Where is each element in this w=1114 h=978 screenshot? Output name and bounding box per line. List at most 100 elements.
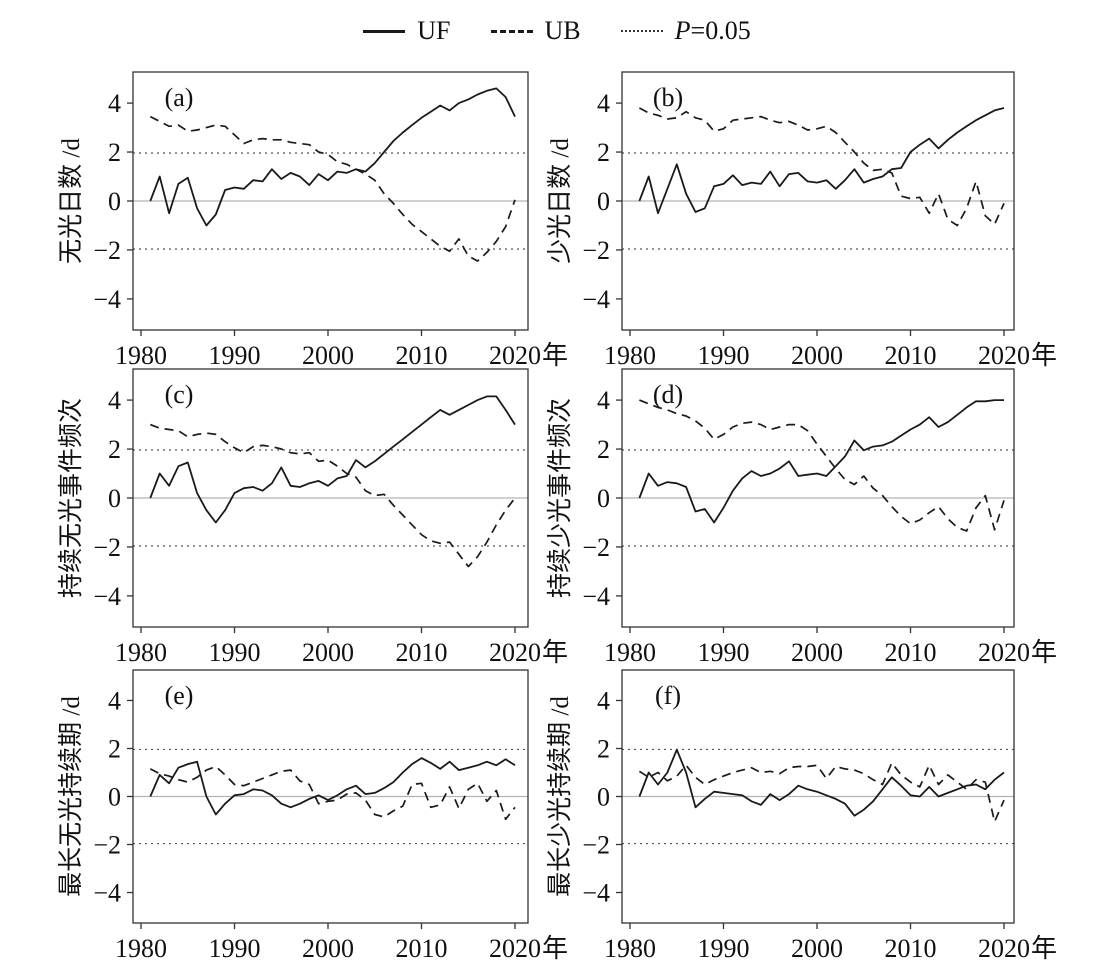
x-tick-label: 1980	[604, 341, 656, 370]
panel-letter: (a)	[165, 83, 194, 112]
y-tick-label: −4	[582, 582, 610, 611]
panel-c: −4 −2 0 2 4 1980 1990 2000 2010 2020 年 (c) 持续无光事件频次	[57, 368, 568, 667]
y-tick-label: −4	[93, 582, 121, 611]
panel-e: −4 −2 0 2 4 1980 1990 2000 2010 2020 年 (e) 最长无光持续期 /…	[57, 669, 568, 963]
x-tick-label: 2000	[791, 934, 843, 963]
x-tick-label: 1990	[698, 934, 750, 963]
y-tick-label: 0	[597, 484, 610, 513]
x-tick-label: 1990	[209, 341, 261, 370]
y-tick-label: 0	[108, 484, 121, 513]
y-tick-label: −2	[93, 831, 121, 860]
x-tick-label: 1980	[115, 341, 167, 370]
y-tick-label: 2	[597, 138, 610, 167]
y-tick-label: 4	[108, 686, 121, 715]
legend-label-ub: UB	[544, 16, 581, 45]
x-tick-label: 1990	[698, 341, 750, 370]
ub-line	[639, 399, 1005, 532]
x-tick-label: 2010	[396, 638, 448, 667]
panel-d: −4 −2 0 2 4 1980 1990 2000 2010 2020 年 (d) 持续少光事件频次	[546, 368, 1057, 667]
x-tick-label: 2010	[885, 638, 937, 667]
y-tick-label: 4	[108, 89, 121, 118]
y-axis-label: 最长少光持续期 /d	[546, 696, 574, 897]
x-tick-label: 1990	[698, 638, 750, 667]
panel-f: −4 −2 0 2 4 1980 1990 2000 2010 2020 年 (f) 最长少光持续期 /…	[546, 669, 1057, 963]
y-tick-label: 2	[108, 734, 121, 763]
x-tick-label: 1980	[115, 638, 167, 667]
x-axis-unit-label: 年	[542, 638, 568, 667]
y-tick-label: −4	[93, 285, 121, 314]
y-tick-label: 0	[108, 783, 121, 812]
panel-b: −4 −2 0 2 4 1980 1990 2000 2010 2020 年 (b) 少光日数 /d	[546, 71, 1057, 370]
x-tick-label: 2000	[302, 638, 354, 667]
ub-line	[149, 765, 516, 821]
legend-item-ub: UB	[490, 16, 581, 46]
panel-letter: (e)	[165, 681, 194, 710]
x-tick-label: 2000	[302, 341, 354, 370]
panel-a: −4 −2 0 2 4 1980 1990 2000 2010 2020 年 (a) 无光日数 /d	[57, 71, 568, 370]
uf-line	[149, 87, 516, 227]
x-axis-unit-label: 年	[1031, 934, 1057, 963]
panel-letter: (f)	[655, 681, 681, 710]
y-tick-label: 4	[597, 386, 610, 415]
x-tick-label: 2020	[489, 341, 541, 370]
y-axis-label: 持续少光事件频次	[546, 398, 574, 598]
p005-dotted-line-icon	[620, 30, 663, 32]
x-tick-label: 2020	[978, 638, 1030, 667]
uf-solid-line-icon	[363, 29, 406, 33]
y-tick-label: 4	[597, 686, 610, 715]
y-axis-label: 少光日数 /d	[546, 138, 574, 264]
x-axis-unit-label: 年	[542, 934, 568, 963]
x-tick-label: 2010	[396, 341, 448, 370]
uf-line	[638, 107, 1005, 215]
x-tick-label: 2020	[489, 638, 541, 667]
y-tick-label: 2	[108, 138, 121, 167]
y-tick-label: 0	[597, 783, 610, 812]
x-tick-label: 1980	[604, 934, 656, 963]
x-tick-label: 2020	[978, 934, 1030, 963]
y-tick-label: 0	[597, 187, 610, 216]
x-tick-label: 1990	[209, 638, 261, 667]
y-tick-label: 2	[597, 435, 610, 464]
ub-line	[149, 423, 516, 568]
panel-letter: (d)	[653, 380, 683, 409]
x-tick-label: 2010	[885, 934, 937, 963]
panel-letter: (b)	[653, 83, 683, 112]
x-tick-label: 2010	[885, 341, 937, 370]
ub-dashed-line-icon	[490, 29, 533, 33]
ub-line	[639, 107, 1005, 227]
x-tick-label: 1980	[604, 638, 656, 667]
y-tick-label: 0	[108, 187, 121, 216]
y-tick-label: −2	[582, 831, 610, 860]
x-axis-unit-label: 年	[1031, 638, 1057, 667]
y-tick-label: −2	[93, 236, 121, 265]
y-tick-label: 4	[597, 89, 610, 118]
x-tick-label: 2000	[302, 934, 354, 963]
y-tick-label: −2	[93, 533, 121, 562]
legend-item-p005: P=0.05	[620, 16, 751, 46]
uf-line	[149, 395, 516, 524]
x-tick-label: 2000	[791, 638, 843, 667]
y-axis-label: 持续无光事件频次	[57, 398, 85, 598]
uf-line	[638, 399, 1004, 524]
uf-line	[149, 757, 516, 816]
x-axis-unit-label: 年	[542, 341, 568, 370]
x-tick-label: 2000	[791, 341, 843, 370]
ub-line	[638, 762, 1005, 823]
y-tick-label: −2	[582, 236, 610, 265]
uf-line	[638, 748, 1005, 817]
y-tick-label: −4	[93, 879, 121, 908]
x-tick-label: 1990	[209, 934, 261, 963]
y-axis-label: 无光日数 /d	[57, 138, 85, 264]
x-tick-label: 1980	[115, 934, 167, 963]
y-tick-label: 4	[108, 386, 121, 415]
legend-label-p-italic: P	[674, 16, 691, 45]
legend-label-p005-value: =0.05	[690, 16, 751, 45]
ub-line	[149, 115, 516, 262]
y-tick-label: 2	[108, 435, 121, 464]
x-tick-label: 2020	[489, 934, 541, 963]
y-tick-label: −2	[582, 533, 610, 562]
legend-label-uf: UF	[417, 16, 451, 45]
x-tick-label: 2010	[396, 934, 448, 963]
